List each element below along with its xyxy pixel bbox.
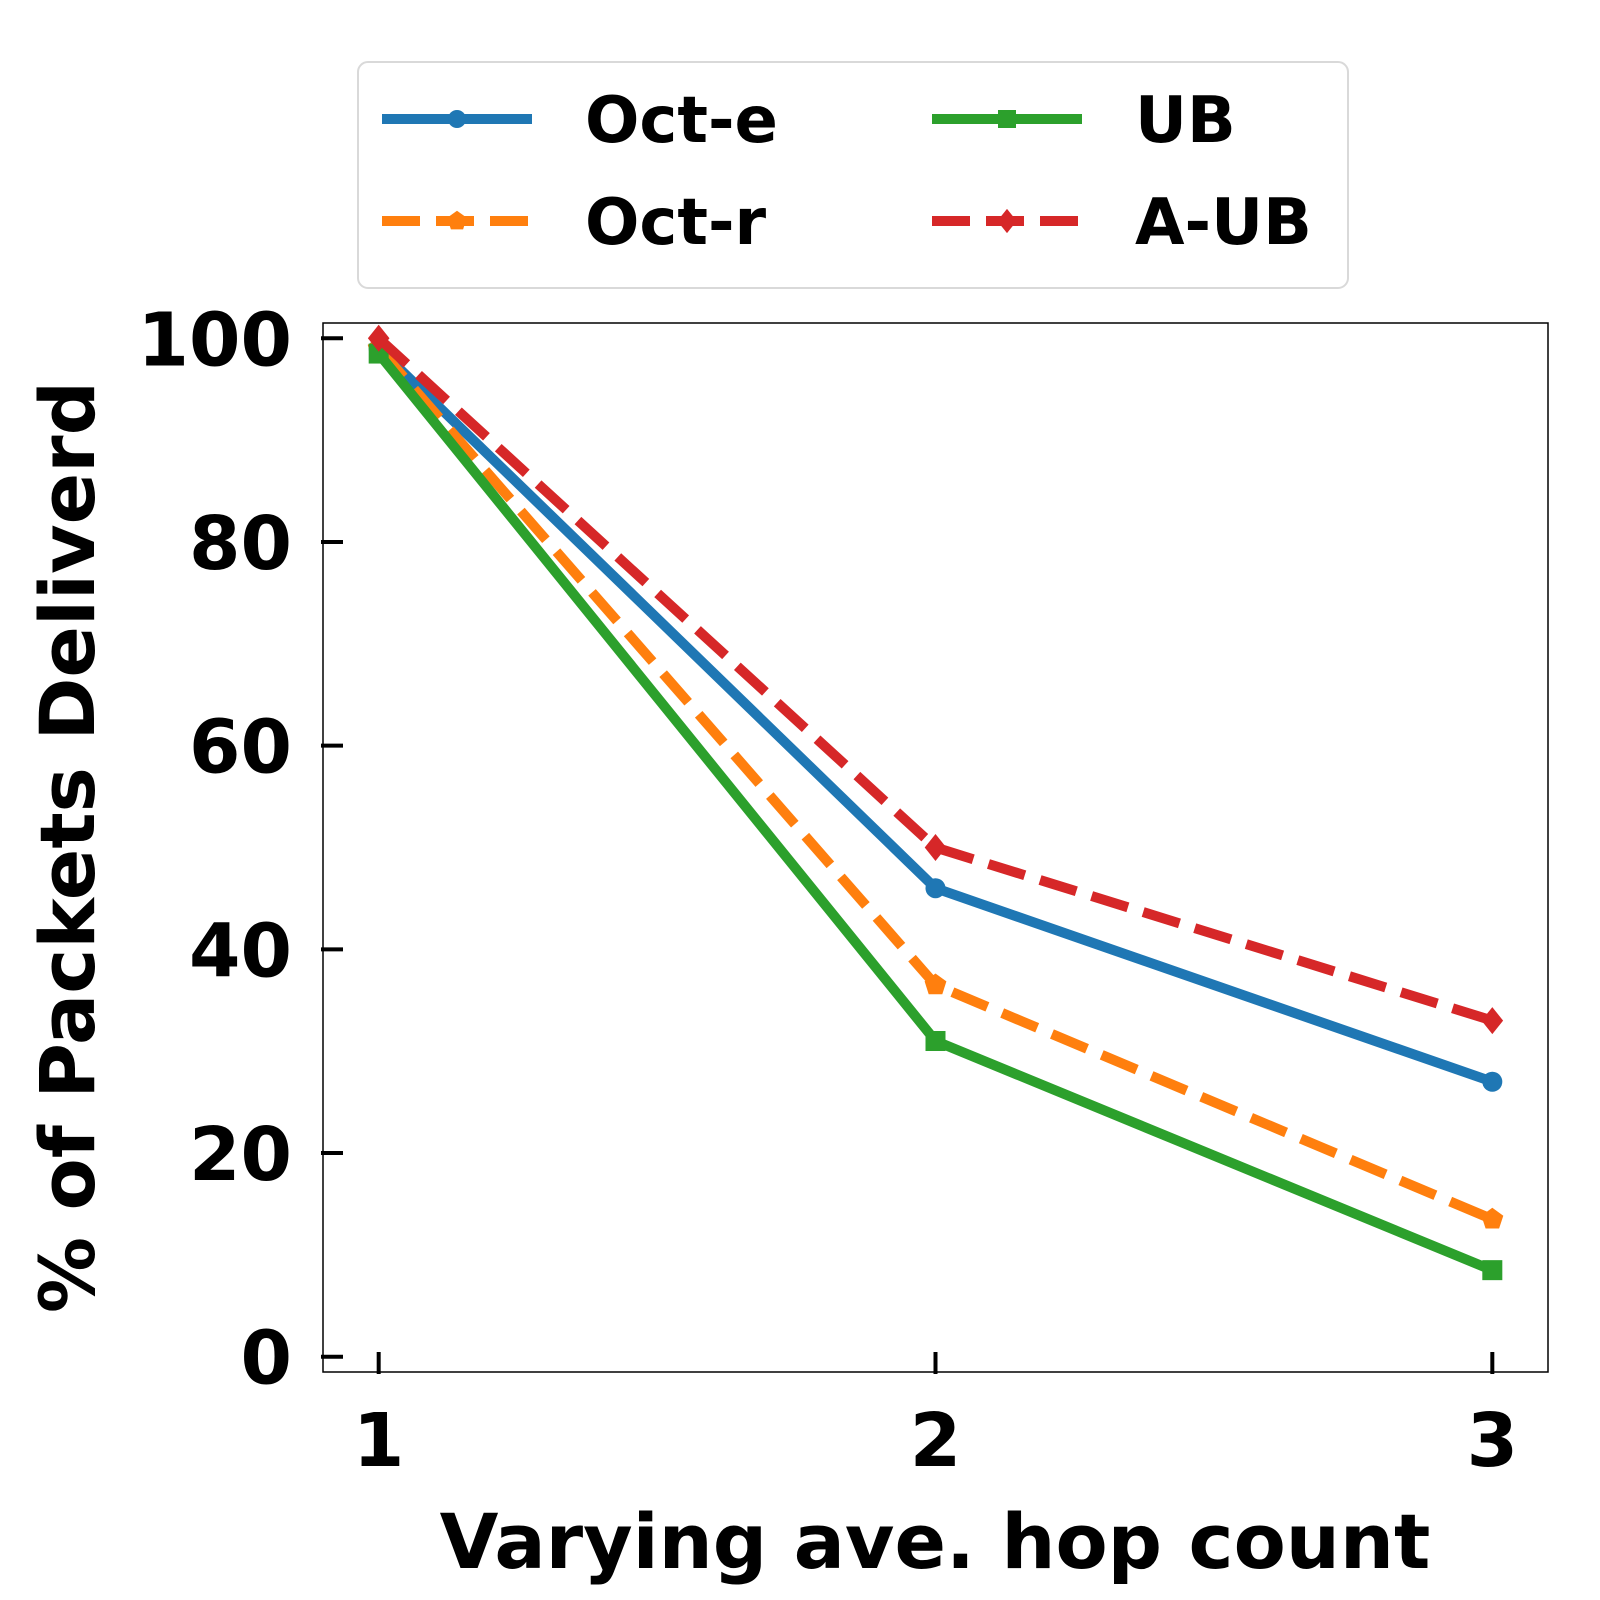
x-tick-label-3: 3	[1467, 1398, 1519, 1484]
legend-item-ub: UB	[932, 84, 1236, 158]
legend-marker-oct-e	[448, 110, 466, 128]
legend-label-a-ub: A-UB	[1135, 186, 1312, 260]
legend-label-ub: UB	[1135, 84, 1236, 158]
axes: 0 20 40 60 80 100 1 2 3	[138, 297, 1519, 1484]
x-tick-label-2: 2	[910, 1398, 962, 1484]
legend-marker-oct-r	[447, 210, 467, 230]
legend-frame	[357, 61, 1349, 289]
y-axis-label: % of Packets Deliverd	[23, 381, 112, 1313]
legend-marker-ub	[998, 110, 1016, 128]
series-line-oct-r	[374, 345, 1495, 1224]
x-tick-label-1: 1	[353, 1398, 405, 1484]
data-point-oct-e-2	[925, 878, 946, 899]
series-layer	[367, 324, 1504, 1281]
series-oct-r	[367, 337, 1504, 1229]
y-tick-label-80: 80	[189, 501, 292, 587]
legend-item-oct-r: Oct-r	[382, 186, 767, 260]
series-a-ub	[367, 324, 1504, 1035]
data-point-ub-3	[1482, 1260, 1503, 1281]
x-axis-label: Varying ave. hop count	[440, 1497, 1431, 1586]
legend-label-oct-r: Oct-r	[585, 186, 767, 260]
legend: Oct-e Oct-r UB A-UB	[357, 61, 1349, 289]
data-point-a-ub-3	[1481, 1007, 1504, 1035]
legend-marker-a-ub	[997, 208, 1017, 234]
data-point-oct-r-2	[924, 973, 947, 995]
y-tick-label-100: 100	[138, 297, 292, 383]
y-tick-label-0: 0	[241, 1316, 293, 1402]
y-tick-label-20: 20	[189, 1112, 292, 1198]
legend-item-a-ub: A-UB	[932, 186, 1312, 260]
y-tick-label-40: 40	[189, 908, 292, 994]
data-point-ub-2	[925, 1031, 946, 1052]
data-point-a-ub-2	[924, 834, 947, 861]
data-point-oct-r-3	[1481, 1207, 1504, 1229]
data-point-oct-e-3	[1482, 1071, 1503, 1092]
series-ub	[368, 343, 1503, 1281]
data-point-a-ub-1	[367, 324, 390, 352]
y-tick-label-60: 60	[189, 705, 292, 791]
series-line-a-ub	[375, 334, 1494, 1026]
legend-item-oct-e: Oct-e	[382, 84, 778, 158]
legend-label-oct-e: Oct-e	[585, 84, 778, 158]
